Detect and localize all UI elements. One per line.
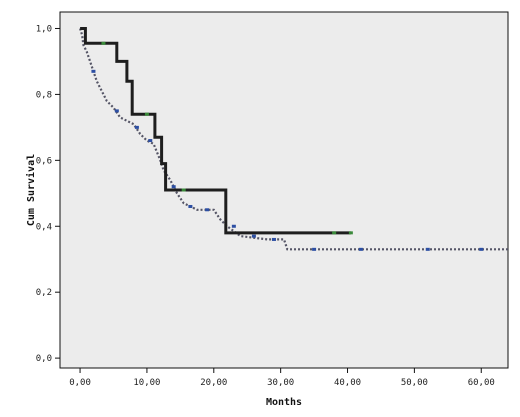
x-tick-label: 50,00: [401, 378, 428, 388]
axis-ticks: 0,0 0,2 0,4 0,6 0,8 1,0 0,00 10,00 20,00 30,00 40,…: [36, 24, 495, 388]
x-tick-label: 20,00: [200, 378, 227, 388]
censor-mark: [425, 247, 430, 251]
censor-mark: [312, 247, 317, 251]
y-tick-label: 0,8: [36, 90, 52, 100]
y-tick-label: 0,4: [36, 222, 52, 232]
series-layer: [79, 27, 508, 251]
x-tick-label: 0,00: [69, 378, 91, 388]
censor-mark: [479, 247, 484, 251]
censor-mark: [348, 231, 353, 235]
censor-mark: [181, 188, 186, 192]
x-tick-label: 40,00: [334, 378, 361, 388]
y-tick-label: 1,0: [36, 24, 52, 34]
censor-mark: [271, 237, 276, 241]
censor-mark: [171, 185, 176, 189]
y-axis-title: Cum Survival: [25, 154, 37, 226]
y-tick-label: 0,2: [36, 288, 52, 298]
y-tick-label: 0,6: [36, 156, 52, 166]
censor-mark: [332, 231, 337, 235]
x-tick-label: 60,00: [468, 378, 495, 388]
censor-mark: [188, 204, 193, 208]
series-solid-thick-line: [80, 27, 351, 235]
x-tick-label: 30,00: [267, 378, 294, 388]
censor-mark: [134, 125, 139, 129]
x-axis-title: Months: [266, 397, 302, 408]
censor-mark: [358, 247, 363, 251]
censor-mark: [205, 208, 210, 212]
plot-area: [59, 11, 509, 369]
censor-mark: [251, 234, 256, 238]
censor-mark: [231, 224, 236, 228]
censor-mark: [114, 109, 119, 113]
y-tick-label: 0,0: [36, 354, 52, 364]
censor-mark: [91, 69, 96, 73]
censor-mark: [144, 112, 149, 116]
x-tick-label: 10,00: [133, 378, 160, 388]
censor-mark: [101, 41, 106, 45]
censor-mark: [148, 139, 153, 143]
